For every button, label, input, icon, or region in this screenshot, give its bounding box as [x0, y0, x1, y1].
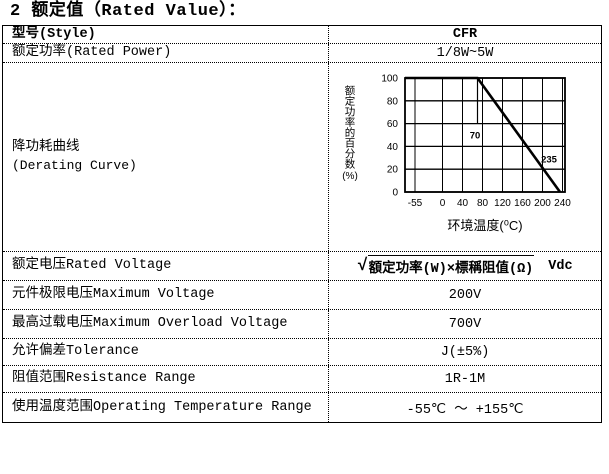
datasheet-page: 2 额定值（Rated Value）： 型号(Style) CFR 额定功率(R…	[0, 2, 609, 423]
operating-temperature-range-value: -55℃ ～ +155℃	[406, 403, 524, 418]
rated-voltage-label: 额定电压Rated Voltage	[3, 252, 329, 280]
rated-value-table: 型号(Style) CFR 额定功率(Rated Power) 1/8W~5W …	[2, 25, 602, 423]
maximum-voltage-label: 元件极限电压Maximum Voltage	[3, 281, 329, 309]
svg-text:60: 60	[387, 119, 399, 130]
svg-text:200: 200	[534, 198, 551, 209]
table-row-maximum-overload-voltage: 最高过载电压Maximum Overload Voltage 700V	[3, 310, 601, 339]
svg-text:160: 160	[514, 198, 531, 209]
svg-text:的: 的	[345, 126, 356, 139]
derating-label-cn: 降功耗曲线	[12, 140, 80, 155]
svg-text:数: 数	[345, 158, 356, 171]
section-title: 2 额定值（Rated Value）：	[10, 2, 246, 21]
svg-text:额: 额	[345, 84, 356, 97]
svg-text:0: 0	[392, 188, 398, 199]
svg-text:率: 率	[345, 116, 356, 129]
table-row-rated-voltage: 额定电压Rated Voltage √ 額定功率(W)×標稱阻值(Ω) Vdc	[3, 252, 601, 281]
svg-text:0: 0	[440, 198, 446, 209]
formula-unit: Vdc	[548, 258, 573, 274]
table-row-resistance-range: 阻值范围Resistance Range 1R-1M	[3, 366, 601, 393]
operating-temperature-range-label: 使用温度范围Operating Temperature Range	[3, 393, 329, 422]
svg-text:定: 定	[345, 95, 356, 108]
resistance-range-value: 1R-1M	[444, 371, 486, 387]
table-row-tolerance: 允许偏差Tolerance J(±5%)	[3, 339, 601, 366]
table-row-derating-curve: 降功耗曲线 (Derating Curve) 0 20 40 60 80 100 -55 0 4…	[3, 63, 601, 252]
formula-expression: 額定功率(W)×標稱阻值(Ω)	[367, 255, 535, 277]
tolerance-label: 允许偏差Tolerance	[3, 339, 329, 365]
svg-text:235: 235	[541, 154, 558, 165]
rated-voltage-formula: √ 額定功率(W)×標稱阻值(Ω) Vdc	[329, 252, 601, 280]
svg-text:70: 70	[470, 130, 481, 141]
rated-power-value: 1/8W~5W	[436, 45, 494, 61]
svg-text:分: 分	[345, 148, 356, 160]
svg-text:120: 120	[494, 198, 511, 209]
svg-text:40: 40	[457, 198, 469, 209]
svg-text:80: 80	[477, 198, 489, 209]
tolerance-value: J(±5%)	[440, 344, 490, 360]
svg-text:240: 240	[554, 198, 571, 209]
maximum-overload-voltage-label: 最高过载电压Maximum Overload Voltage	[3, 310, 329, 338]
svg-text:20: 20	[387, 165, 399, 176]
derating-curve-chart: 0 20 40 60 80 100 -55 0 40 80 120 160 200 240 70 235 环境温…	[342, 74, 571, 234]
svg-text:环境温度(⁰C): 环境温度(⁰C)	[447, 218, 522, 233]
maximum-voltage-value: 200V	[448, 287, 482, 303]
svg-text:100: 100	[381, 74, 398, 85]
resistance-range-label: 阻值范围Resistance Range	[3, 366, 329, 392]
derating-curve-label: 降功耗曲线 (Derating Curve)	[3, 63, 329, 251]
svg-text:40: 40	[387, 142, 399, 153]
table-row-operating-temperature-range: 使用温度范围Operating Temperature Range -55℃ ～…	[3, 393, 601, 422]
style-label: 型号(Style)	[3, 26, 329, 43]
rated-power-label: 额定功率(Rated Power)	[3, 44, 329, 62]
table-row-rated-power: 额定功率(Rated Power) 1/8W~5W	[3, 44, 601, 63]
svg-text:-55: -55	[408, 198, 423, 209]
svg-text:功: 功	[345, 106, 356, 118]
svg-text:百: 百	[345, 138, 356, 150]
svg-text:(%): (%)	[342, 171, 358, 182]
style-value: CFR	[452, 27, 478, 42]
table-row-maximum-voltage: 元件极限电压Maximum Voltage 200V	[3, 281, 601, 310]
sqrt-sign: √	[357, 256, 368, 276]
maximum-overload-voltage-value: 700V	[448, 316, 482, 332]
derating-chart-cell: 0 20 40 60 80 100 -55 0 40 80 120 160 200 240 70 235 环境温…	[329, 63, 601, 251]
table-row-style: 型号(Style) CFR	[3, 26, 601, 44]
svg-text:80: 80	[387, 96, 399, 107]
derating-label-en: (Derating Curve)	[12, 158, 137, 173]
